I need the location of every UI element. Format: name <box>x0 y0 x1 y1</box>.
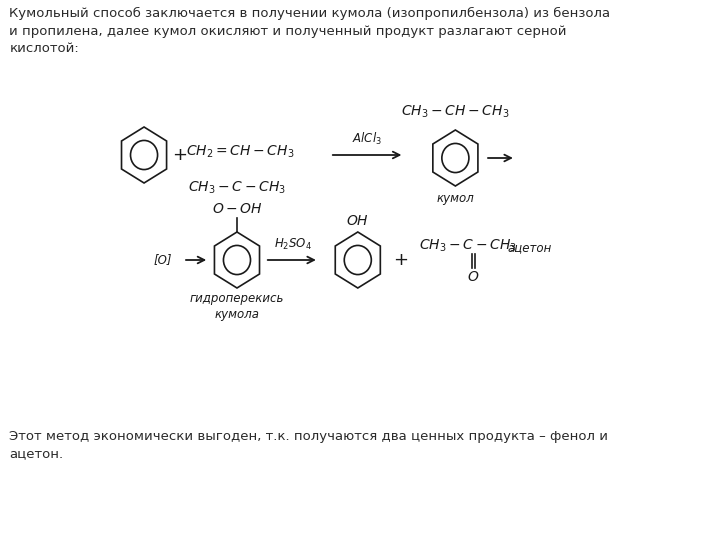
Text: $O$: $O$ <box>467 270 480 284</box>
Text: ацетон: ацетон <box>508 241 552 254</box>
Text: Кумольный способ заключается в получении кумола (изопропилбензола) из бензола
и : Кумольный способ заключается в получении… <box>9 7 611 55</box>
Text: $O - OH$: $O - OH$ <box>212 202 263 216</box>
Text: $H_2SO_4$: $H_2SO_4$ <box>274 237 312 252</box>
Text: $CH_3 - CH - CH_3$: $CH_3 - CH - CH_3$ <box>401 104 510 120</box>
Text: кумол: кумол <box>436 192 474 205</box>
Text: Этот метод экономически выгоден, т.к. получаются два ценных продукта – фенол и
а: Этот метод экономически выгоден, т.к. по… <box>9 430 608 461</box>
Text: $CH_3 - C - CH_3$: $CH_3 - C - CH_3$ <box>419 238 517 254</box>
Text: $OH$: $OH$ <box>346 214 369 228</box>
Text: $CH_3 - C - CH_3$: $CH_3 - C - CH_3$ <box>188 180 286 196</box>
Text: [O]: [O] <box>153 253 172 267</box>
Text: $CH_2 = CH - CH_3$: $CH_2 = CH - CH_3$ <box>186 144 294 160</box>
Text: гидроперекись
кумола: гидроперекись кумола <box>190 292 284 321</box>
Text: $+$: $+$ <box>172 146 187 164</box>
Text: $+$: $+$ <box>393 251 408 269</box>
Text: $AlCl_3$: $AlCl_3$ <box>352 131 382 147</box>
